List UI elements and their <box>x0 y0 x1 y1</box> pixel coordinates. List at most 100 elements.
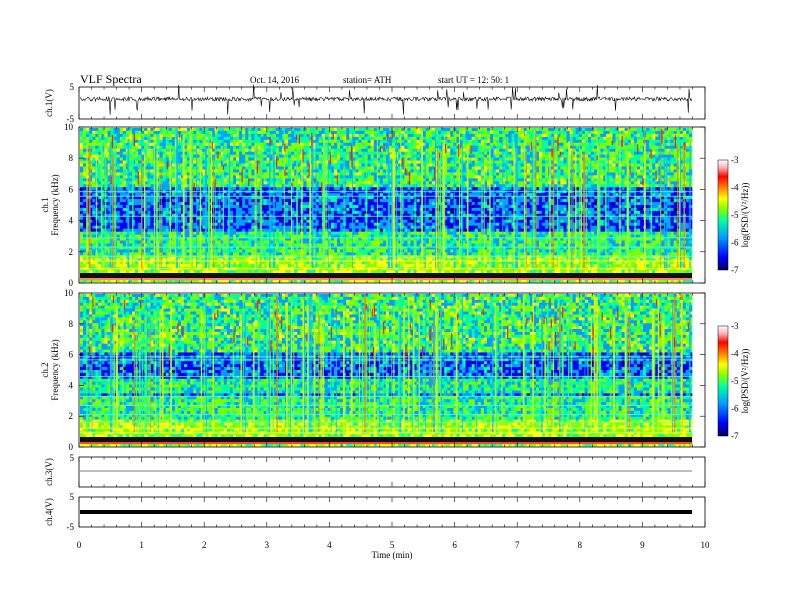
spectrogram-cell <box>636 157 641 161</box>
spectrogram-cell <box>171 166 176 170</box>
spectrogram-cell <box>612 145 616 150</box>
spectrogram-cell <box>428 199 433 203</box>
spectrogram-cell <box>560 199 564 203</box>
spectrogram-cell <box>597 136 601 141</box>
spectrogram-cell <box>217 166 222 170</box>
spectrogram-cell <box>80 160 84 164</box>
spectrogram-cell <box>288 184 292 188</box>
spectrogram-cell <box>361 163 365 167</box>
spectrogram-cell <box>480 128 485 132</box>
spectrogram-cell <box>318 128 323 132</box>
spectrogram-cell <box>618 128 622 132</box>
spectrogram-cell <box>122 148 127 152</box>
spectrogram-cell <box>545 142 549 147</box>
spectrogram-cell <box>453 172 457 176</box>
spectrogram-cell <box>122 163 127 167</box>
spectrogram-cell <box>587 136 592 141</box>
spectrogram-cell <box>548 151 552 155</box>
spectrogram-cell <box>193 166 197 170</box>
spectrogram-cell <box>382 130 387 135</box>
spectrogram-cell <box>428 160 433 164</box>
spectrogram-cell <box>382 166 387 170</box>
spectrogram-cell <box>624 136 629 141</box>
spectrogram-cell <box>306 148 310 152</box>
spectrogram-cell <box>226 139 231 144</box>
spectrogram-cell <box>275 148 280 152</box>
spectrogram-cell <box>389 163 393 167</box>
spectrogram-cell <box>499 166 503 170</box>
spectrogram-cell <box>233 187 237 191</box>
spectrogram-cell <box>548 133 552 138</box>
spectrogram-cell <box>80 154 84 158</box>
spectrogram-cell <box>257 163 261 167</box>
spectrogram-cell <box>214 139 218 144</box>
spectrogram-cell <box>266 145 271 150</box>
spectrogram-cell <box>557 142 561 147</box>
spectrogram-cell <box>193 175 197 179</box>
spectrogram-cell <box>208 148 212 152</box>
spectrogram-cell <box>486 139 491 144</box>
spectrogram-cell <box>233 172 237 176</box>
spectrogram-cell <box>389 128 393 132</box>
spectrogram-cell <box>569 166 573 170</box>
spectrogram-cell <box>364 154 368 158</box>
spectrogram-cell <box>340 181 344 185</box>
spectrogram-cell <box>447 187 451 191</box>
spectrogram-cell <box>355 172 359 176</box>
spectrogram-cell <box>679 133 684 138</box>
spectrogram-cell <box>603 148 607 152</box>
spectrogram-cell <box>217 154 222 158</box>
spectrogram-cell <box>119 133 124 138</box>
spectrogram-cell <box>633 133 638 138</box>
spectrogram-cell <box>233 154 237 158</box>
spectrogram-cell <box>272 133 277 138</box>
spectrogram-cell <box>376 133 381 138</box>
spectrogram-cell <box>346 175 350 179</box>
spectrogram-cell <box>658 136 662 141</box>
spectrogram-cell <box>184 133 188 138</box>
spectrogram-cell <box>685 181 690 185</box>
spectrogram-cell <box>499 172 503 176</box>
spectrogram-cell <box>239 130 243 135</box>
spectrogram-cell <box>434 142 439 147</box>
spectrogram-cell <box>655 130 659 135</box>
spectrogram-cell <box>676 154 681 158</box>
spectrogram-cell <box>542 169 546 173</box>
spectrogram-cell <box>229 175 234 179</box>
spectrogram-cell <box>202 130 206 135</box>
spectrogram-cell <box>652 166 656 170</box>
spectrogram-cell <box>150 163 154 167</box>
spectrogram-cell <box>171 160 176 164</box>
spectrogram-cell <box>128 154 133 158</box>
spectrogram-cell <box>248 128 252 132</box>
spectrogram-cell <box>627 157 632 161</box>
spectrogram-cell <box>318 172 323 176</box>
spectrogram-cell <box>676 142 681 147</box>
spectrogram-cell <box>156 136 160 141</box>
spectrogram-cell <box>205 151 209 155</box>
spectrogram-cell <box>587 160 592 164</box>
spectrogram-cell <box>456 139 460 144</box>
spectrogram-cell <box>395 130 399 135</box>
spectrogram-cell <box>80 169 84 173</box>
spectrogram-cell <box>511 163 515 167</box>
spectrogram-cell <box>539 151 543 155</box>
spectrogram-cell <box>685 184 690 188</box>
spectrogram-cell <box>630 160 635 164</box>
spectrogram-cell <box>373 178 378 182</box>
spectrogram-cell <box>263 178 267 182</box>
spectrogram-cell <box>474 136 479 141</box>
spectrogram-cell <box>474 199 479 203</box>
spectrogram-cell <box>630 178 635 182</box>
spectrogram-cell <box>352 157 356 161</box>
spectrogram-cell <box>355 187 359 191</box>
spectrogram-cell <box>327 157 332 161</box>
spectrogram-cell <box>407 148 411 152</box>
spectrogram-cell <box>229 157 234 161</box>
spectrogram-cell <box>150 151 154 155</box>
spectrogram-cell <box>367 166 371 170</box>
spectrogram-cell <box>275 175 280 179</box>
spectrogram-cell <box>269 136 274 141</box>
spectrogram-cell <box>517 133 521 138</box>
spectrogram-cell <box>490 163 494 167</box>
